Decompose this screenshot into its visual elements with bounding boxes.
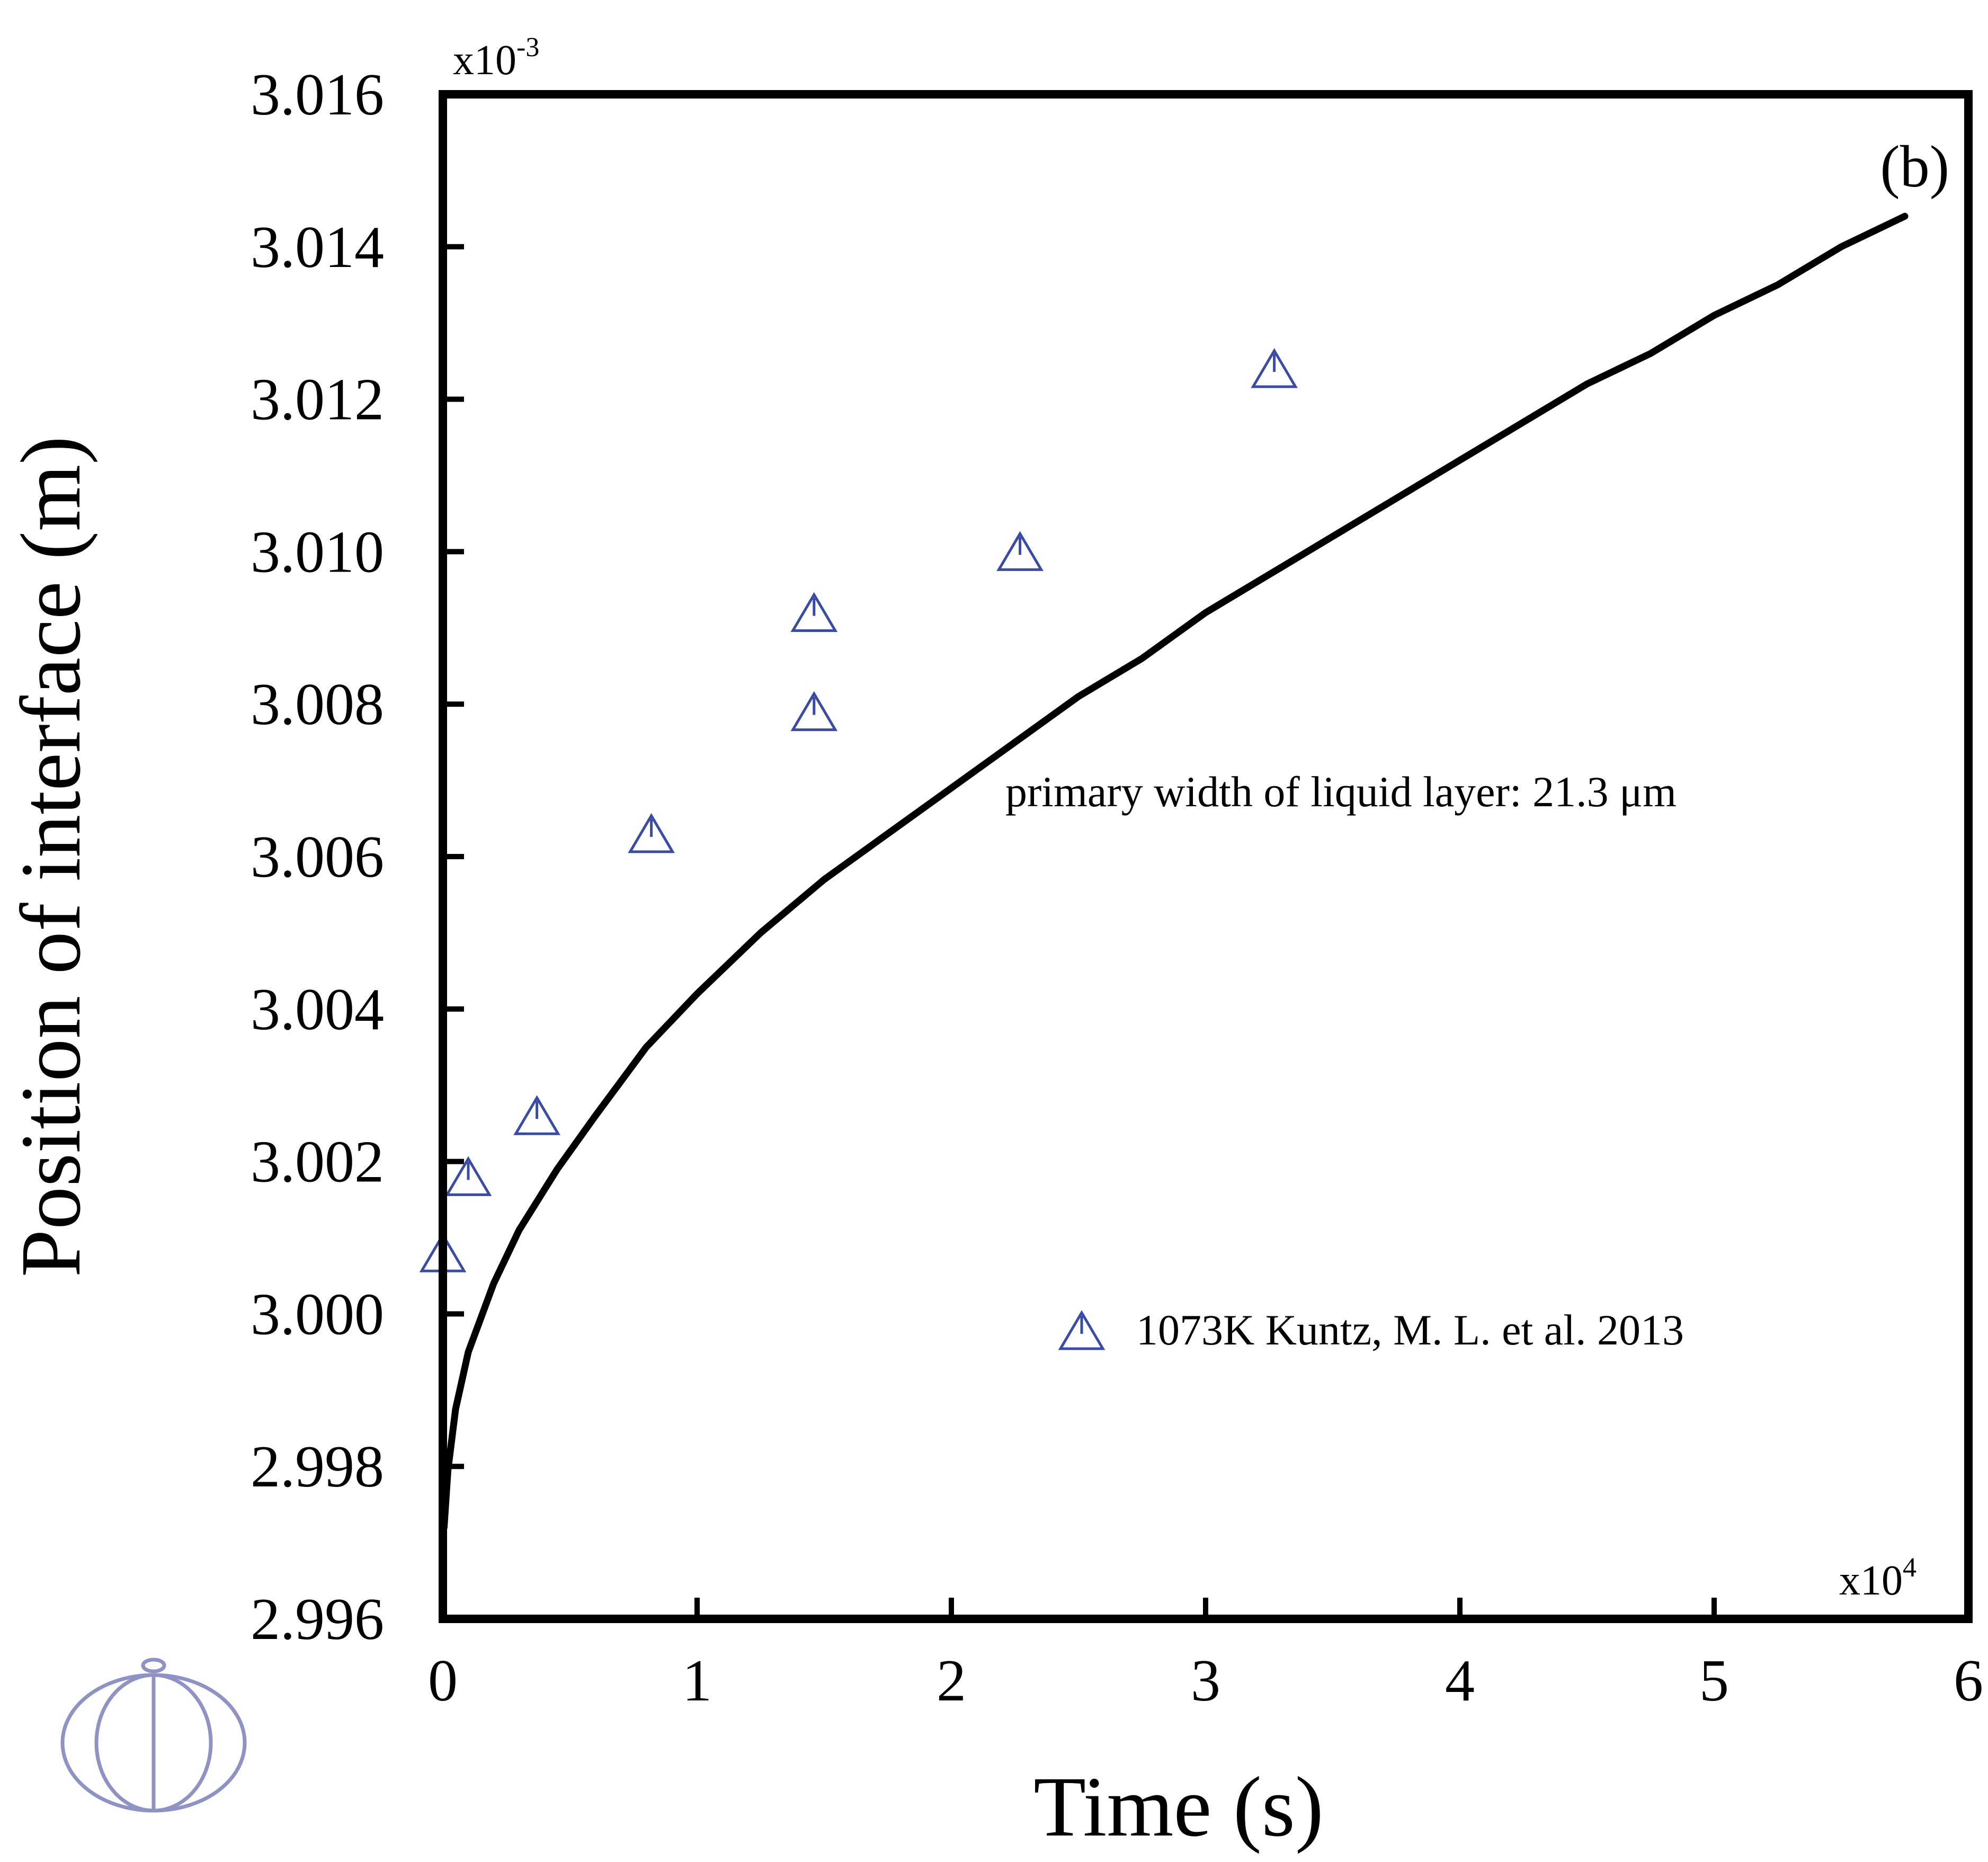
x-tick-label: 4 <box>1445 1648 1475 1714</box>
x-tick-label: 3 <box>1191 1648 1220 1714</box>
experiment-point <box>790 691 838 732</box>
y-tick-label: 2.998 <box>251 1434 384 1500</box>
legend-label: 1073K Kuntz, M. L. et al. 2013 <box>1136 1306 1684 1354</box>
y-tick-label: 3.008 <box>251 672 384 737</box>
experiment-point <box>1251 348 1298 388</box>
x-tick-label: 5 <box>1699 1648 1729 1714</box>
legend-marker-shape <box>1058 1310 1106 1350</box>
plot-frame <box>439 90 1973 1623</box>
y-tick-label: 3.012 <box>251 367 384 433</box>
simulation-line <box>440 212 1909 1531</box>
y-tick-label: 3.006 <box>251 824 384 890</box>
panel-label: (b) <box>1880 134 1949 200</box>
x-tick-label: 2 <box>937 1648 966 1714</box>
y-axis-title: Position of interface (m) <box>4 436 99 1277</box>
x-tick-label: 6 <box>1954 1648 1983 1714</box>
experiment-point <box>628 813 675 853</box>
y-tick-label: 3.000 <box>251 1281 384 1347</box>
x-axis-multiplier: x104 <box>1839 1553 1916 1604</box>
y-tick-label: 3.004 <box>251 977 384 1043</box>
logo-icon <box>60 1658 247 1813</box>
y-tick-label: 2.996 <box>251 1587 384 1652</box>
y-axis-ticks: 2.996 2.998 3.000 3.002 3.004 3.006 3.008 3.010… <box>251 62 464 1652</box>
x-tick-label: 0 <box>428 1648 458 1714</box>
experiment-point <box>513 1095 560 1135</box>
experiment-point <box>444 1156 492 1196</box>
experiment-point <box>790 592 838 632</box>
legend-triangle-marker <box>1058 1310 1106 1350</box>
y-tick-label: 3.002 <box>251 1129 384 1195</box>
simulation-series <box>440 212 1909 1531</box>
x-tick-label: 1 <box>682 1648 712 1714</box>
x-axis-title: Time (s) <box>1033 1760 1324 1855</box>
y-tick-label: 3.010 <box>251 519 384 585</box>
liquid-layer-annotation: primary width of liquid layer: 21.3 μm <box>1005 768 1677 816</box>
y-axis-multiplier: x10-3 <box>453 32 539 84</box>
legend: 1073K Kuntz, M. L. et al. 2013 <box>1058 1306 1684 1354</box>
y-tick-label: 3.014 <box>251 215 384 280</box>
experiment-point <box>996 531 1044 571</box>
y-tick-label: 3.016 <box>251 62 384 128</box>
